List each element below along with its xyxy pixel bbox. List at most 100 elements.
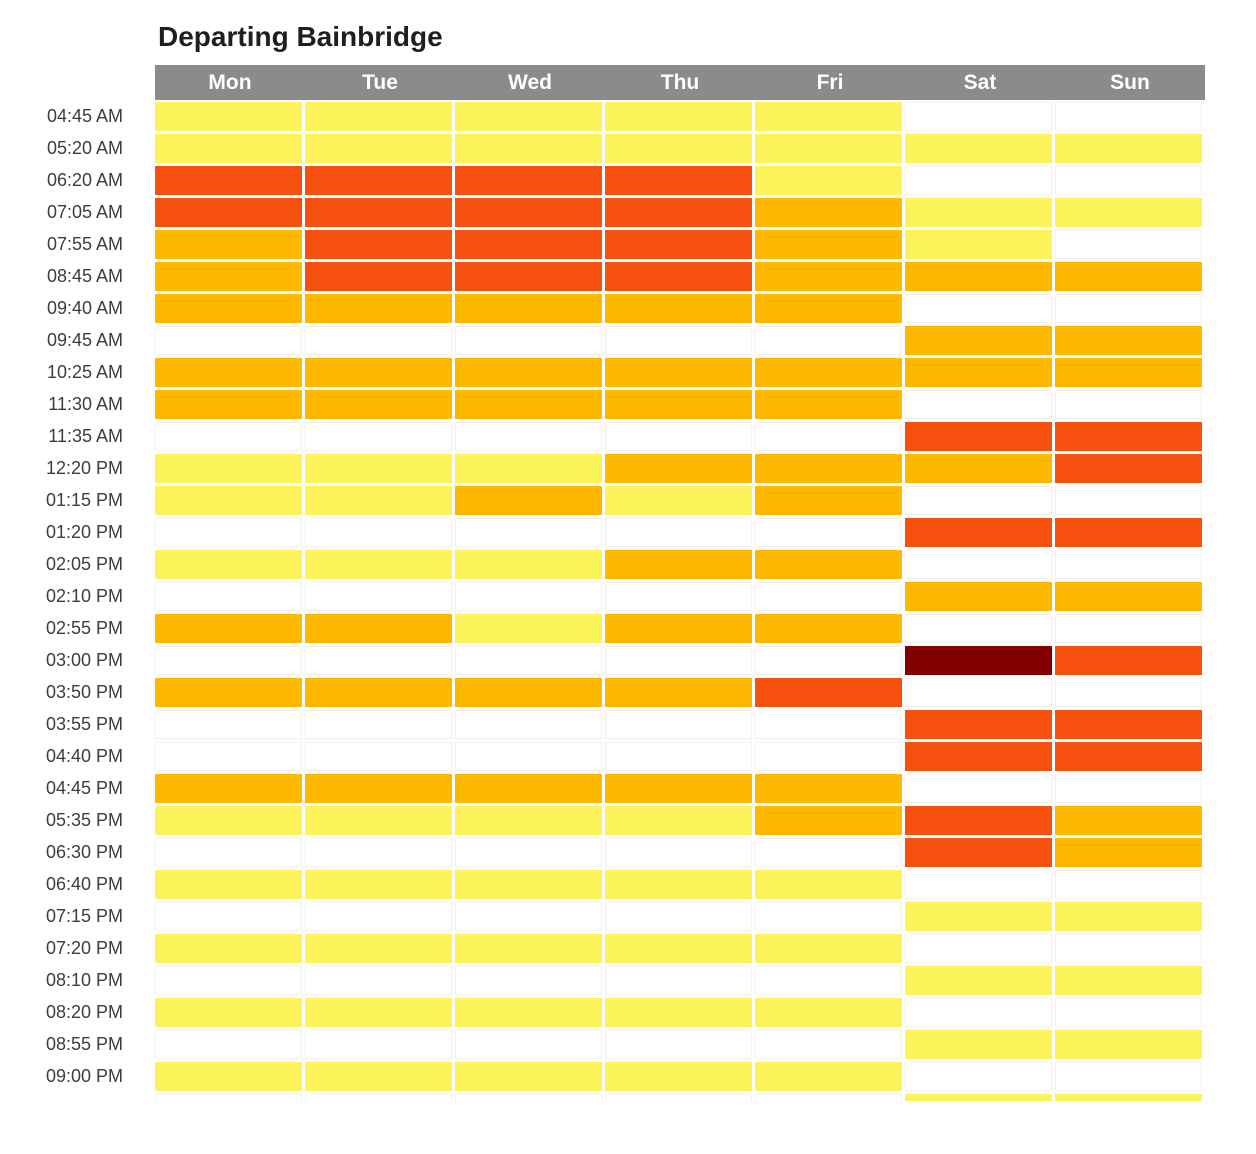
heatmap-cell	[905, 806, 1052, 835]
heatmap-cell	[455, 742, 602, 771]
heatmap-cell	[455, 966, 602, 995]
heatmap-row: 08:10 PM	[0, 966, 1256, 995]
heatmap-row: 04:40 PM	[0, 742, 1256, 771]
heatmap-cell	[755, 614, 902, 643]
heatmap-cell	[455, 326, 602, 355]
heatmap-cell	[455, 294, 602, 323]
heatmap-cell	[455, 710, 602, 739]
heatmap-cell	[155, 838, 302, 867]
heatmap-cell	[905, 230, 1052, 259]
heatmap-cell	[455, 230, 602, 259]
chart-title: Departing Bainbridge	[158, 21, 443, 52]
heatmap-cell	[1055, 1094, 1202, 1101]
heatmap-cell	[605, 1062, 752, 1091]
time-label: 04:40 PM	[45, 746, 123, 766]
heatmap-cell	[455, 678, 602, 707]
heatmap-cell	[605, 710, 752, 739]
heatmap-cell	[905, 166, 1052, 195]
heatmap-row: 08:55 PM	[0, 1030, 1256, 1059]
heatmap-cell	[455, 838, 602, 867]
heatmap-cell	[1055, 838, 1202, 867]
heatmap-cell	[305, 774, 452, 803]
heatmap-cell	[305, 1094, 452, 1101]
heatmap-cell	[455, 102, 602, 131]
heatmap-row: 04:45 AM	[0, 102, 1256, 131]
heatmap-cell	[605, 582, 752, 611]
heatmap-row: 08:45 AM	[0, 262, 1256, 291]
heatmap-cell	[605, 806, 752, 835]
heatmap-cell	[755, 486, 902, 515]
heatmap-cell	[455, 1094, 602, 1101]
heatmap-cell	[605, 1094, 752, 1101]
heatmap-cell	[605, 838, 752, 867]
heatmap-row: 07:55 AM	[0, 230, 1256, 259]
heatmap-cell	[1055, 902, 1202, 931]
heatmap-cell	[755, 966, 902, 995]
heatmap-cell	[905, 134, 1052, 163]
heatmap-cell	[755, 358, 902, 387]
heatmap-cell	[905, 486, 1052, 515]
day-header-cell: Sat	[963, 71, 997, 94]
heatmap-row: 06:40 PM	[0, 870, 1256, 899]
heatmap-cell	[1055, 774, 1202, 803]
heatmap-cell	[155, 134, 302, 163]
time-label: 09:45 AM	[46, 330, 123, 350]
heatmap-cell	[155, 326, 302, 355]
heatmap-row: 10:25 AM	[0, 358, 1256, 387]
heatmap-row: 09:00 PM	[0, 1062, 1256, 1091]
heatmap-cell	[1055, 806, 1202, 835]
heatmap-cell	[305, 1030, 452, 1059]
heatmap-row: 02:10 PM	[0, 582, 1256, 611]
heatmap-cell	[605, 134, 752, 163]
heatmap-cell	[155, 422, 302, 451]
heatmap-cell	[455, 806, 602, 835]
heatmap-cell	[455, 454, 602, 483]
heatmap-cell	[1055, 1062, 1202, 1091]
time-label	[0, 1094, 155, 1101]
time-label: 01:20 PM	[45, 522, 123, 542]
heatmap-cell	[305, 486, 452, 515]
heatmap-cell	[155, 646, 302, 675]
heatmap-cell	[905, 294, 1052, 323]
heatmap-cell	[1055, 742, 1202, 771]
heatmap-cell	[155, 166, 302, 195]
heatmap-cell	[305, 326, 452, 355]
heatmap-cell	[155, 1094, 302, 1101]
time-label: 03:55 PM	[45, 714, 123, 734]
time-label: 04:45 AM	[46, 106, 123, 126]
heatmap-cell	[605, 102, 752, 131]
day-header-cell: Mon	[208, 71, 252, 94]
heatmap-row: 05:35 PM	[0, 806, 1256, 835]
time-label: 03:00 PM	[45, 650, 123, 670]
heatmap-cell	[1055, 582, 1202, 611]
heatmap-cell	[1055, 646, 1202, 675]
heatmap-cell	[905, 390, 1052, 419]
time-label: 03:50 PM	[45, 682, 123, 702]
time-label: 02:55 PM	[45, 618, 123, 638]
heatmap-cell	[755, 710, 902, 739]
header-spacer	[0, 65, 155, 100]
heatmap-cell	[1055, 326, 1202, 355]
heatmap-cell	[905, 518, 1052, 547]
heatmap-cell	[905, 774, 1052, 803]
heatmap-cell	[455, 870, 602, 899]
time-label: 05:20 AM	[46, 138, 123, 158]
heatmap-cell	[755, 1030, 902, 1059]
heatmap-cell	[755, 262, 902, 291]
heatmap-cell	[455, 134, 602, 163]
heatmap-cell	[1055, 422, 1202, 451]
heatmap-cell	[905, 422, 1052, 451]
heatmap-cell	[605, 614, 752, 643]
time-label: 09:00 PM	[45, 1066, 123, 1086]
heatmap-cell	[605, 902, 752, 931]
heatmap-cell	[455, 422, 602, 451]
heatmap-row: 07:15 PM	[0, 902, 1256, 931]
heatmap-cell	[905, 326, 1052, 355]
heatmap-cell	[755, 1062, 902, 1091]
time-label: 08:45 AM	[46, 266, 123, 286]
heatmap-cell	[905, 742, 1052, 771]
heatmap-row: 02:05 PM	[0, 550, 1256, 579]
heatmap-cell	[905, 870, 1052, 899]
heatmap-cell	[305, 838, 452, 867]
heatmap-cell	[1055, 262, 1202, 291]
